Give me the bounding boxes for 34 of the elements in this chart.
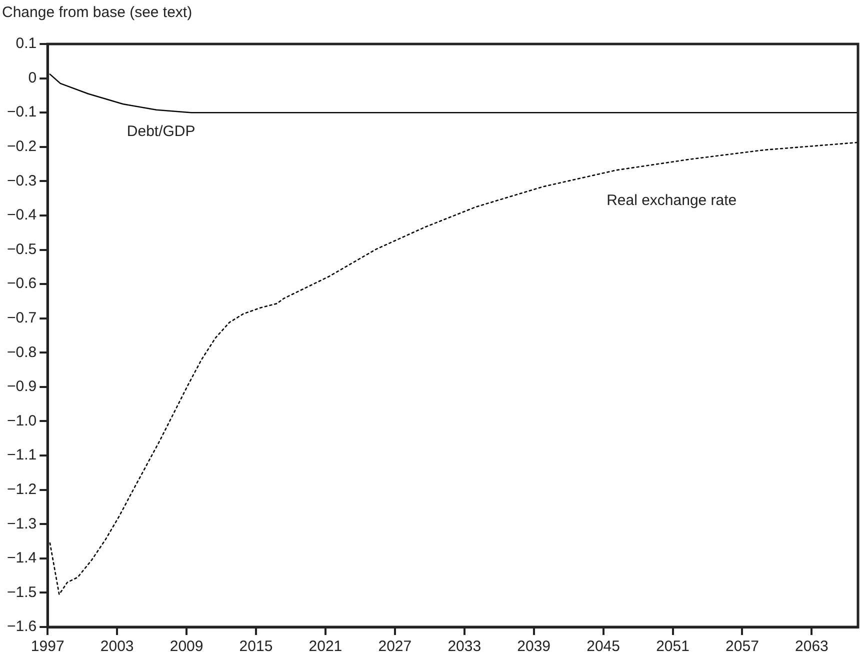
x-tick-label: 2003 — [100, 638, 134, 656]
y-tick-label: −1.1 — [6, 446, 37, 464]
y-tick-label: −1.3 — [6, 515, 37, 532]
y-tick-label: −0.4 — [6, 206, 37, 224]
y-axis-title: Change from base (see text) — [2, 4, 192, 21]
line-series — [49, 142, 858, 596]
x-tick-label: 2051 — [656, 638, 690, 656]
x-tick-label: 2063 — [795, 638, 828, 656]
x-tick-label: 2057 — [726, 638, 759, 656]
series-label: Debt/GDP — [126, 122, 196, 140]
y-tick-label: −0.6 — [6, 275, 37, 292]
x-tick-label: 1997 — [30, 638, 64, 656]
x-tick-label: 2039 — [517, 638, 551, 656]
y-tick-label: 0 — [28, 69, 37, 86]
y-tick-label: −0.7 — [6, 309, 37, 326]
series-label: Real exchange rate — [606, 192, 737, 210]
x-tick-label: 2033 — [448, 638, 482, 656]
x-tick-label: 2015 — [239, 638, 273, 656]
y-tick-label: −1.6 — [6, 618, 37, 636]
y-tick-label: −1.0 — [6, 412, 37, 430]
y-tick-label: −1.4 — [6, 550, 37, 567]
y-tick-label: 0.1 — [16, 35, 37, 52]
y-tick-label: −0.9 — [6, 378, 37, 396]
x-tick-label: 2045 — [586, 638, 620, 656]
x-tick-label: 2009 — [170, 638, 204, 656]
y-tick-label: −0.5 — [6, 240, 37, 258]
y-tick-label: −0.8 — [6, 344, 37, 361]
y-tick-label: −0.3 — [6, 172, 37, 190]
y-tick-label: −0.2 — [6, 138, 37, 156]
x-tick-label: 2027 — [378, 638, 412, 656]
y-tick-label: −1.5 — [6, 584, 37, 601]
x-tick-label: 2021 — [308, 638, 342, 656]
y-tick-label: −1.2 — [6, 480, 37, 498]
y-tick-label: −0.1 — [6, 104, 37, 121]
